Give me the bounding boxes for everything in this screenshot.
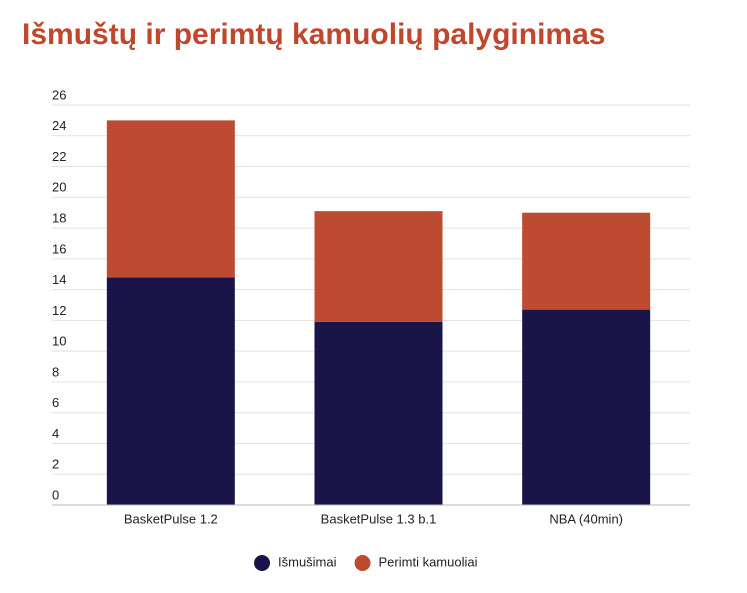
y-tick-label: 18 [52,211,66,226]
chart-title: Išmuštų ir perimtų kamuolių palyginimas [22,18,605,51]
y-tick-label: 8 [52,364,59,379]
bar-segment [106,277,235,505]
y-tick-label: 14 [52,272,66,287]
y-tick-label: 20 [52,180,66,195]
bar-segment [522,309,651,505]
x-tick-label: BasketPulse 1.2 [124,511,218,526]
y-tick-label: 10 [52,334,66,349]
bar-segment [314,321,443,505]
legend-marker [354,555,371,571]
y-tick-label: 24 [52,118,66,133]
y-tick-label: 12 [52,303,66,318]
bar-segment [522,212,651,310]
y-tick-label: 22 [52,149,66,164]
y-tick-label: 2 [52,457,59,472]
legend-marker [254,555,270,571]
legend-label: Išmušimai [278,554,337,569]
x-tick-label: BasketPulse 1.3 b.1 [321,511,437,526]
y-tick-label: 4 [52,426,59,441]
y-tick-label: 6 [52,395,59,410]
y-tick-label: 0 [52,487,59,502]
y-tick-label: 26 [52,87,66,102]
x-tick-label: NBA (40min) [549,511,623,526]
bar-segment [106,120,235,278]
y-tick-label: 16 [52,241,66,256]
legend-label: Perimti kamuoliai [379,554,478,569]
bar-segment [314,211,443,322]
